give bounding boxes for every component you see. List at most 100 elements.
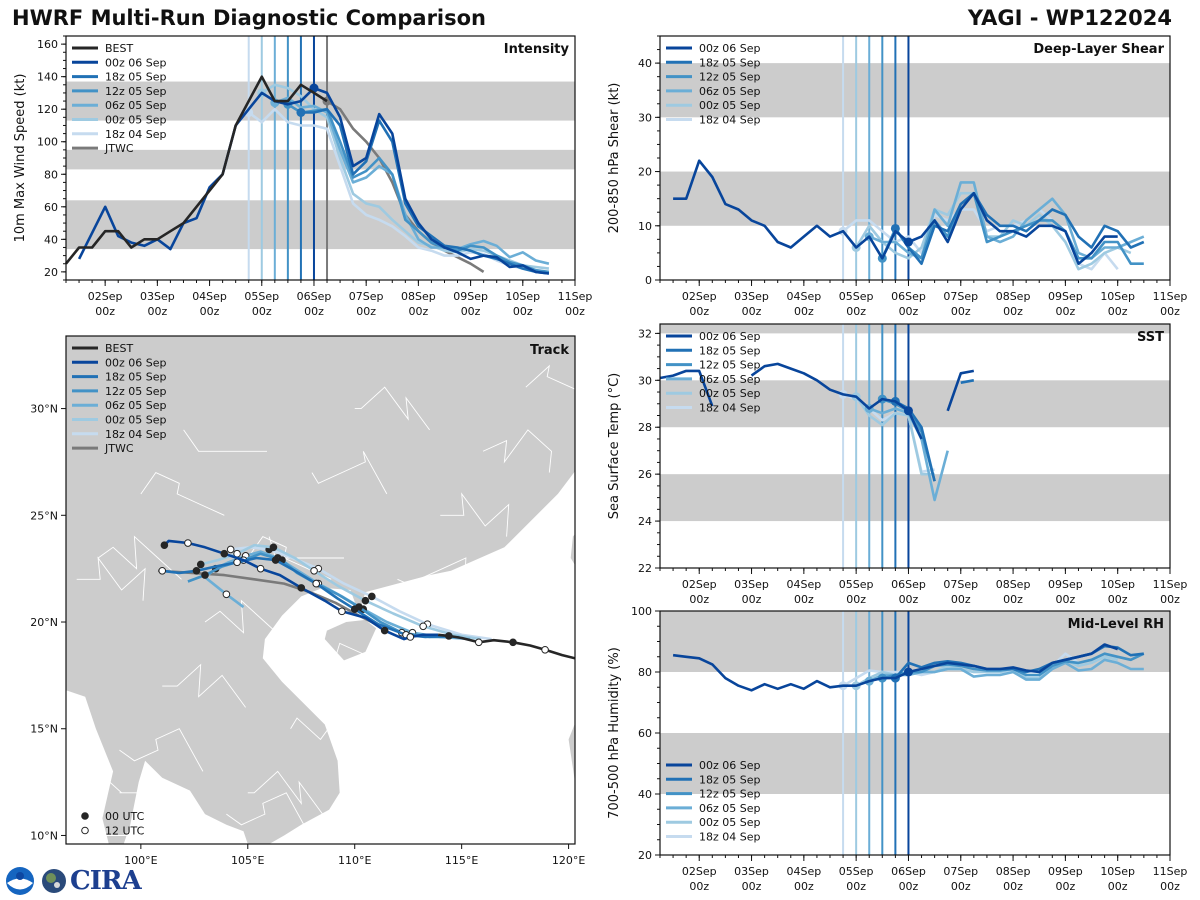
marker-00utc xyxy=(368,592,376,601)
legend-label: 18z 04 Sep xyxy=(699,114,761,127)
legend-label: 18z 04 Sep xyxy=(105,128,167,141)
x-tick-label-hour: 00z xyxy=(742,880,762,893)
admin-boundary xyxy=(204,599,289,644)
series-line-12z-05-sep xyxy=(287,103,550,274)
legend-label: 00z 05 Sep xyxy=(105,114,167,127)
admin-boundary xyxy=(461,707,531,730)
legend-label: 00z 05 Sep xyxy=(699,387,761,400)
y-tick-label: 0 xyxy=(645,274,652,287)
x-tick-label-hour: 00z xyxy=(794,305,814,318)
legend-label: 00z 06 Sep xyxy=(699,330,761,343)
x-tick-label-hour: 00z xyxy=(794,880,814,893)
x-tick-label: 06Sep xyxy=(891,578,926,591)
x-tick-label: 09Sep xyxy=(1048,865,1083,878)
x-tick-label-hour: 00z xyxy=(689,305,709,318)
mainland xyxy=(66,336,575,844)
marker-12utc xyxy=(158,566,167,575)
x-tick-label-hour: 00z xyxy=(742,305,762,318)
x-tick-label: 10Sep xyxy=(1100,578,1135,591)
y-tick-label: 30 xyxy=(638,374,652,387)
x-tick-label: 02Sep xyxy=(682,578,717,591)
series-line-18z-05-sep xyxy=(894,191,1145,265)
x-tick-label-hour: 00z xyxy=(200,305,220,318)
panel-rh: 20 40 60 80 100 02Sep 00z 03Sep 00z 04Sep 00z 05Sep… xyxy=(607,605,1187,893)
track-line-best xyxy=(437,633,575,660)
y-tick-label: 10°N xyxy=(30,829,58,842)
legend-label: 18z 05 Sep xyxy=(105,71,167,84)
x-tick-label: 08Sep xyxy=(996,290,1031,303)
x-tick-label-hour: 00z xyxy=(1055,880,1075,893)
marker-12utc xyxy=(541,645,549,654)
x-tick-label: 05Sep xyxy=(244,290,279,303)
y-tick-label: 20 xyxy=(44,266,58,279)
y-tick-label: 120 xyxy=(37,103,58,116)
admin-boundary xyxy=(97,771,167,794)
shaded-band xyxy=(660,733,1170,794)
x-tick-label-hour: 00z xyxy=(304,305,324,318)
admin-boundary xyxy=(354,386,430,431)
y-tick-label: 30°N xyxy=(30,403,58,416)
x-tick-label: 11Sep xyxy=(558,290,593,303)
init-marker xyxy=(903,667,913,677)
x-tick-label: 11Sep xyxy=(1153,578,1188,591)
storm-title: YAGI - WP122024 xyxy=(967,6,1172,30)
legend-marker-00utc xyxy=(81,812,89,820)
legend-label: 12z 05 Sep xyxy=(105,385,167,398)
x-tick-label: 08Sep xyxy=(401,290,436,303)
legend-label: 18z 05 Sep xyxy=(105,371,167,384)
marker-00utc xyxy=(271,556,280,564)
admin-boundary xyxy=(397,769,473,815)
legend-label: 18z 05 Sep xyxy=(699,773,761,786)
legend-label: 18z 04 Sep xyxy=(105,428,167,441)
legend-label: 00z 06 Sep xyxy=(699,42,761,55)
y-tick-label: 26 xyxy=(638,468,652,481)
noaa-logo-icon xyxy=(6,867,34,895)
panel-title: Deep-Layer Shear xyxy=(1033,42,1164,57)
legend-label: 00z 06 Sep xyxy=(105,356,167,369)
marker-00utc xyxy=(269,543,278,552)
x-tick-label: 06Sep xyxy=(297,290,332,303)
x-tick-label: 02Sep xyxy=(88,290,123,303)
marker-00utc xyxy=(445,632,453,640)
admin-boundary xyxy=(76,556,146,601)
legend-marker-12utc xyxy=(81,826,89,835)
y-tick-label: 22 xyxy=(638,562,652,575)
x-tick-label-hour: 00z xyxy=(252,305,272,318)
x-tick-label: 06Sep xyxy=(891,865,926,878)
x-tick-label: 105°E xyxy=(231,854,264,867)
x-tick-label-hour: 00z xyxy=(846,305,866,318)
marker-00utc xyxy=(380,626,389,635)
shaded-band xyxy=(66,200,575,250)
marker-00utc xyxy=(220,549,229,558)
y-axis-label: 200-850 hPa Shear (kt) xyxy=(607,83,622,234)
panel-intensity: 20 40 60 80 100 120 140 160 02Sep 00z 03Sep 00z 04Se… xyxy=(13,35,593,318)
legend-label: 00z 05 Sep xyxy=(699,99,761,112)
legend-label: 12 UTC xyxy=(105,825,145,838)
y-tick-label: 20 xyxy=(638,849,652,862)
x-tick-label: 04Sep xyxy=(786,578,821,591)
x-tick-label: 02Sep xyxy=(682,865,717,878)
x-tick-label: 06Sep xyxy=(891,290,926,303)
x-tick-label-hour: 00z xyxy=(408,305,428,318)
y-tick-label: 40 xyxy=(44,233,58,246)
x-tick-label-hour: 00z xyxy=(846,593,866,606)
x-tick-label: 110°E xyxy=(338,854,371,867)
x-tick-label-hour: 00z xyxy=(951,880,971,893)
legend-label: JTWC xyxy=(104,142,134,155)
y-tick-label: 60 xyxy=(44,201,58,214)
admin-boundary xyxy=(76,813,161,836)
y-tick-label: 10 xyxy=(638,220,652,233)
series-line-06z-05-sep xyxy=(868,658,1144,683)
x-tick-label-hour: 00z xyxy=(565,305,585,318)
legend-label: 06z 05 Sep xyxy=(105,99,167,112)
x-tick-label: 05Sep xyxy=(839,578,874,591)
y-tick-label: 160 xyxy=(37,38,58,51)
land-layer xyxy=(66,336,575,844)
x-tick-label-hour: 00z xyxy=(513,305,533,318)
init-marker xyxy=(296,107,306,117)
shaded-band xyxy=(660,324,1170,334)
init-marker xyxy=(903,237,913,247)
x-tick-label-hour: 00z xyxy=(356,305,376,318)
panel-title: Mid-Level RH xyxy=(1068,617,1164,632)
x-tick-label: 10Sep xyxy=(1100,865,1135,878)
